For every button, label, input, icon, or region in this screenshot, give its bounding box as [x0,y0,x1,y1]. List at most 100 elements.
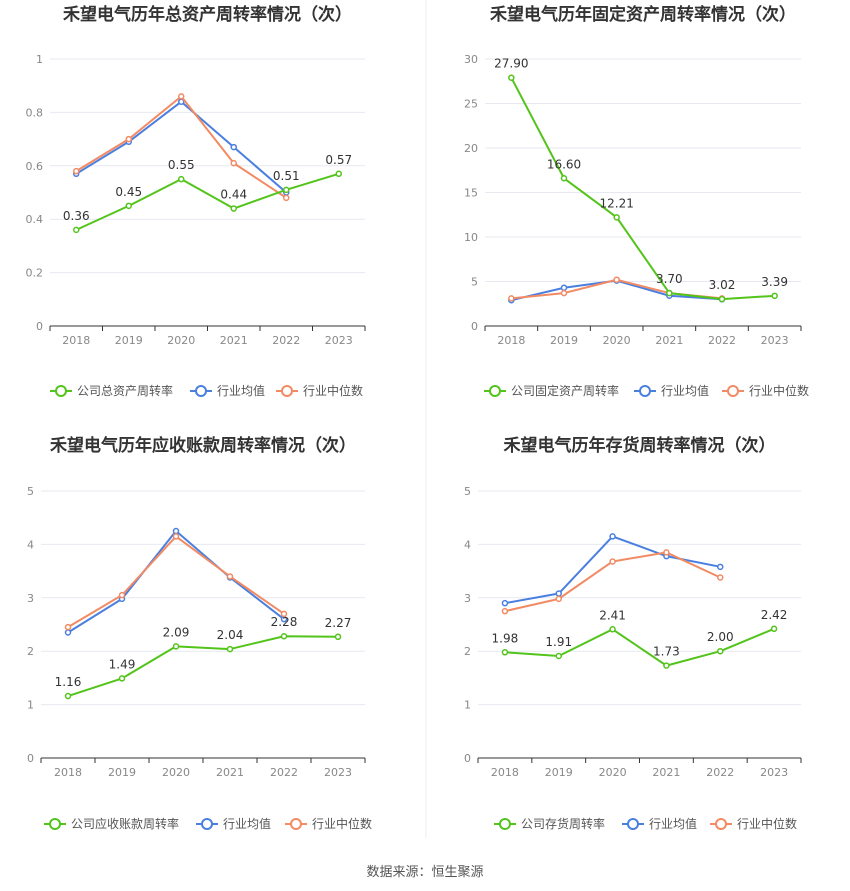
data-point-company [226,645,234,653]
y-tick-label: 3 [464,592,471,605]
data-point-industry-median [501,607,509,615]
x-tick-label: 2021 [652,766,680,779]
x-tick-label: 2021 [655,334,683,347]
chart-title: 禾望电气历年存货周转率情况（次） [504,435,776,456]
x-tick-label: 2020 [603,334,631,347]
data-point-industry-avg [555,590,562,597]
x-tick-label: 2018 [54,766,82,779]
data-point-industry-avg [560,284,568,291]
y-tick-label: 5 [464,485,471,498]
data-point-company [283,186,290,194]
y-tick-label: 30 [464,53,478,66]
y-tick-label: 0 [471,320,478,333]
data-label: 1.91 [545,635,572,649]
data-point-company [508,74,515,81]
legend-marker-industry-median [290,818,302,830]
y-tick-label: 15 [464,187,478,200]
data-point-industry-median [508,295,515,302]
x-tick-label: 2023 [325,334,353,347]
chart-title: 禾望电气历年固定资产周转率情况（次） [490,4,796,25]
data-point-company [560,175,568,182]
legend-marker-company [489,385,501,397]
legend-label-industry-median: 行业中位数 [303,383,363,398]
legend-marker-industry-median [281,385,293,397]
x-tick-label: 2023 [761,334,789,347]
x-tick-label: 2021 [216,766,244,779]
data-point-company [73,226,80,234]
data-point-company [118,675,126,682]
series-line-company [510,77,775,301]
data-label: 2.41 [599,608,626,622]
data-point-industry-median [64,623,72,631]
series-line-company [67,635,339,698]
data-point-industry-avg [172,527,180,535]
data-point-company [501,649,509,656]
data-point-industry-median [609,558,616,565]
data-point-industry-avg [717,563,724,571]
y-tick-label: 0.6 [26,160,44,173]
y-tick-label: 10 [464,231,478,244]
data-point-industry-median [230,159,237,167]
legend-label-industry-median: 行业中位数 [749,383,809,398]
series-line-company [75,172,340,231]
data-label: 1.16 [55,675,82,689]
y-tick-label: 4 [464,538,471,551]
legend-marker-company [49,818,61,830]
data-label: 2.09 [163,625,190,639]
data-label: 0.51 [273,169,300,183]
x-tick-label: 2019 [115,334,143,347]
data-label: 0.57 [325,153,352,167]
y-tick-label: 4 [27,538,34,551]
legend-label-company: 公司应收账款周转率 [71,816,179,831]
data-label: 1.98 [492,631,519,645]
data-point-industry-median [555,595,562,603]
data-point-company [609,626,616,633]
x-tick-label: 2022 [706,766,734,779]
data-label: 2.42 [761,608,788,622]
x-tick-label: 2022 [708,334,736,347]
data-point-company [125,202,132,210]
x-tick-label: 2019 [550,334,578,347]
data-point-industry-avg [501,599,509,607]
y-tick-label: 1 [27,699,34,712]
data-point-company [613,214,620,221]
y-tick-label: 1 [36,53,43,66]
y-tick-label: 0 [464,752,471,765]
data-point-industry-avg [230,143,237,151]
chart-title: 禾望电气历年总资产周转率情况（次） [63,4,352,25]
legend-label-company: 公司固定资产周转率 [511,383,619,398]
data-point-industry-median [178,93,185,100]
data-point-company [64,692,72,700]
legend-label-industry-avg: 行业均值 [661,383,709,398]
data-label: 2.27 [325,616,352,630]
data-point-industry-median [280,610,288,618]
series-line-industry-avg [504,535,721,605]
legend-marker-industry-avg [195,385,207,397]
legend-label-industry-median: 行业中位数 [737,816,797,831]
data-point-industry-avg [609,533,616,540]
x-tick-label: 2020 [162,766,190,779]
data-label: 0.36 [63,209,90,223]
y-tick-label: 0.8 [26,106,44,119]
x-tick-label: 2023 [324,766,352,779]
data-point-company [663,662,670,669]
legend-label-company: 公司存货周转率 [521,816,605,831]
chart-title: 禾望电气历年应收账款周转率情况（次） [50,435,356,456]
legend-marker-industry-median [727,385,739,397]
x-tick-label: 2019 [108,766,136,779]
y-tick-label: 2 [464,645,471,658]
data-point-company [555,652,562,660]
data-source-note: 数据来源：恒生聚源 [366,865,484,880]
data-point-industry-median [125,135,132,143]
data-point-company [770,625,778,633]
x-tick-label: 2022 [270,766,298,779]
y-tick-label: 1 [464,699,471,712]
legend-label-industry-avg: 行业均值 [223,816,271,831]
data-point-company [666,289,673,297]
data-label: 1.49 [109,657,136,671]
x-tick-label: 2023 [760,766,788,779]
y-tick-label: 5 [471,276,478,289]
data-label: 2.00 [707,630,734,644]
data-point-industry-median [172,533,180,540]
